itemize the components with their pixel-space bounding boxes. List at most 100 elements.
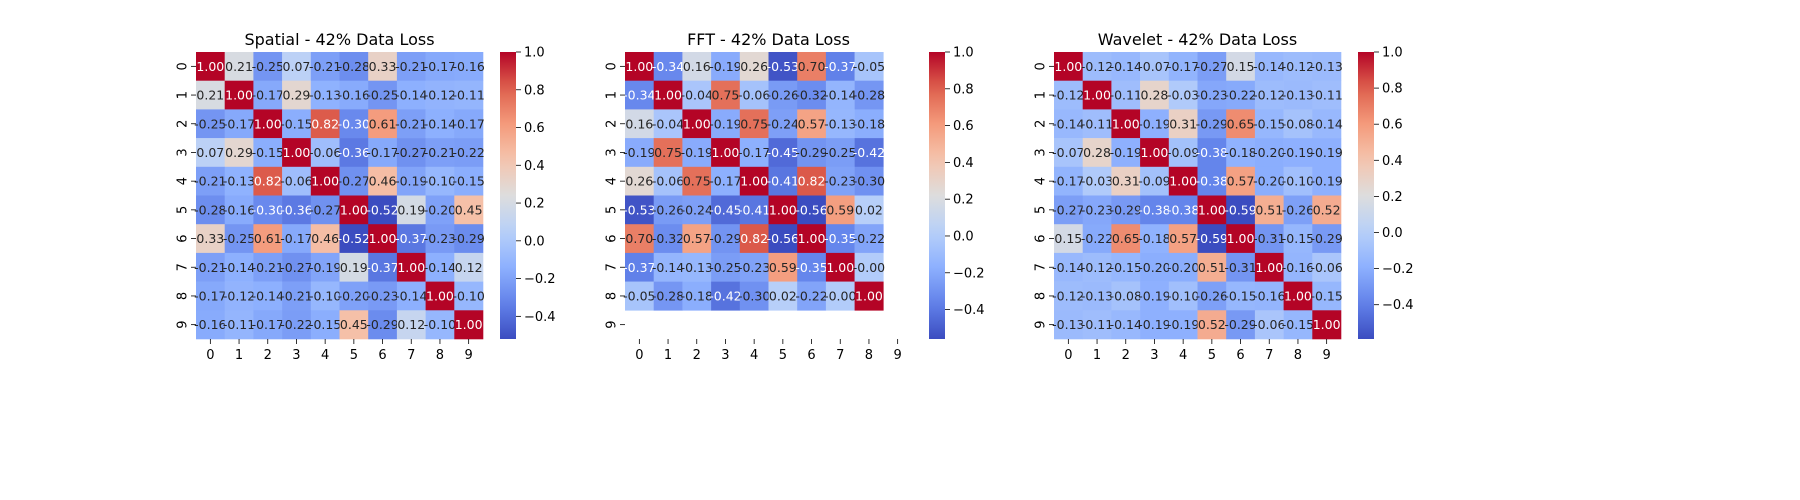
heatmap-cell — [1168, 80, 1198, 110]
cell-value-label: -0.38 — [1138, 202, 1170, 217]
heatmap-cell — [224, 138, 254, 168]
heatmap-cell — [1312, 109, 1342, 139]
heatmap-cell — [1054, 252, 1083, 282]
heatmap-cell — [1197, 252, 1227, 282]
heatmap-cell — [1111, 52, 1141, 81]
cell-value-label: 0.31 — [1169, 116, 1197, 131]
heatmap-cell — [1254, 80, 1284, 110]
cell-value-label: -0.14 — [1110, 317, 1142, 332]
cell-value-label: -0.26 — [1196, 288, 1228, 303]
heatmap-cell — [396, 80, 426, 110]
heatmap-cell — [224, 281, 254, 311]
heatmap-cell — [368, 252, 398, 282]
cell-value-label: 0.12 — [455, 260, 483, 275]
heatmap-cell — [224, 195, 254, 225]
heatmap-cell — [854, 80, 884, 110]
heatmap-cell — [1168, 195, 1198, 225]
cell-value-label: -0.29 — [1310, 231, 1342, 246]
y-tick-label: 3 — [176, 148, 191, 156]
cell-value-label: -0.13 — [309, 88, 341, 103]
heatmap-cell — [1082, 310, 1112, 340]
cell-value-label: -0.26 — [1282, 202, 1314, 217]
heatmap-cell — [682, 80, 712, 110]
heatmap-cell — [1054, 52, 1083, 81]
heatmap-cell — [282, 52, 312, 81]
heatmap-cell — [768, 138, 798, 168]
cell-value-label: -0.10 — [1167, 288, 1199, 303]
cell-value-label: -0.45 — [767, 145, 799, 160]
heatmap-cell — [854, 281, 884, 311]
heatmap-cell — [1197, 224, 1227, 254]
cell-value-label: -0.11 — [1081, 317, 1113, 332]
cell-value-label: -0.22 — [1081, 231, 1113, 246]
cell-value-label: -0.20 — [1138, 260, 1170, 275]
heatmap-cell — [1312, 224, 1342, 254]
heatmap-cell — [224, 166, 254, 196]
heatmap-cell — [1197, 310, 1227, 340]
cell-value-label: 0.29 — [283, 88, 311, 103]
heatmap-cell — [653, 138, 683, 168]
cell-value-label: -0.09 — [1138, 174, 1170, 189]
cell-value-label: -0.19 — [1282, 145, 1314, 160]
heatmap-cell — [282, 252, 312, 282]
cell-value-label: -0.21 — [424, 145, 456, 160]
heatmap-cell — [1197, 52, 1227, 81]
cell-value-label: -0.14 — [395, 288, 427, 303]
heatmap-cell — [653, 195, 683, 225]
heatmap-cell — [682, 224, 712, 254]
heatmap-cell — [1283, 52, 1313, 81]
cell-value-label: 1.00 — [455, 317, 483, 332]
heatmap-cell — [768, 281, 798, 311]
heatmap-cell — [825, 52, 855, 81]
cell-value-label: 1.00 — [225, 88, 253, 103]
heatmap-cell — [1168, 310, 1198, 340]
cell-value-label: -0.34 — [652, 59, 684, 74]
heatmap-cell — [625, 224, 654, 254]
heatmap-cell — [711, 195, 741, 225]
x-tick-label: 1 — [664, 348, 672, 363]
heatmap-cell — [1283, 80, 1313, 110]
cell-value-label: -0.06 — [309, 145, 341, 160]
heatmap-cell — [425, 80, 455, 110]
y-tick-label: 7 — [176, 263, 191, 271]
cell-value-label: -0.23 — [1196, 88, 1228, 103]
chart-title: Wavelet - 42% Data Loss — [1098, 30, 1297, 49]
cell-value-label: 1.00 — [798, 231, 826, 246]
y-tick-label: 9 — [1034, 321, 1049, 329]
cell-value-label: -0.17 — [452, 116, 484, 131]
cell-value-label: -0.42 — [853, 145, 885, 160]
heatmap-cell — [1283, 281, 1313, 311]
heatmap-cell — [1254, 195, 1284, 225]
heatmap-cell — [1197, 109, 1227, 139]
heatmap-cell — [1111, 138, 1141, 168]
cell-value-label: -0.15 — [1282, 317, 1314, 332]
cell-value-label: 0.65 — [1227, 116, 1255, 131]
cell-value-label: 1.00 — [369, 231, 397, 246]
heatmap-cell — [768, 166, 798, 196]
cell-value-label: -0.13 — [1282, 88, 1314, 103]
heatmap-cell — [768, 52, 798, 81]
cell-value-label: 0.57 — [1169, 231, 1197, 246]
x-tick-label: 9 — [1323, 348, 1331, 363]
heatmap-cell — [339, 138, 369, 168]
cell-value-label: 0.21 — [196, 88, 224, 103]
colorbar — [1358, 52, 1374, 339]
heatmap-cell — [1082, 224, 1112, 254]
cell-value-label: -0.37 — [824, 59, 856, 74]
heatmap-cell — [653, 80, 683, 110]
cell-value-label: -0.19 — [1310, 145, 1342, 160]
cell-value-label: 0.02 — [769, 288, 797, 303]
cell-value-label: 0.70 — [625, 231, 653, 246]
x-tick-label: 6 — [1236, 348, 1244, 363]
heatmap-cell — [854, 52, 884, 81]
y-tick-label: 9 — [605, 321, 620, 329]
heatmap-cell — [653, 109, 683, 139]
cell-value-label: 0.46 — [369, 174, 397, 189]
heatmap-cell — [1226, 252, 1256, 282]
cell-value-label: -0.17 — [194, 288, 226, 303]
heatmap-cell — [1312, 252, 1342, 282]
cell-value-label: -0.19 — [395, 174, 427, 189]
cell-value-label: 1.00 — [426, 288, 454, 303]
